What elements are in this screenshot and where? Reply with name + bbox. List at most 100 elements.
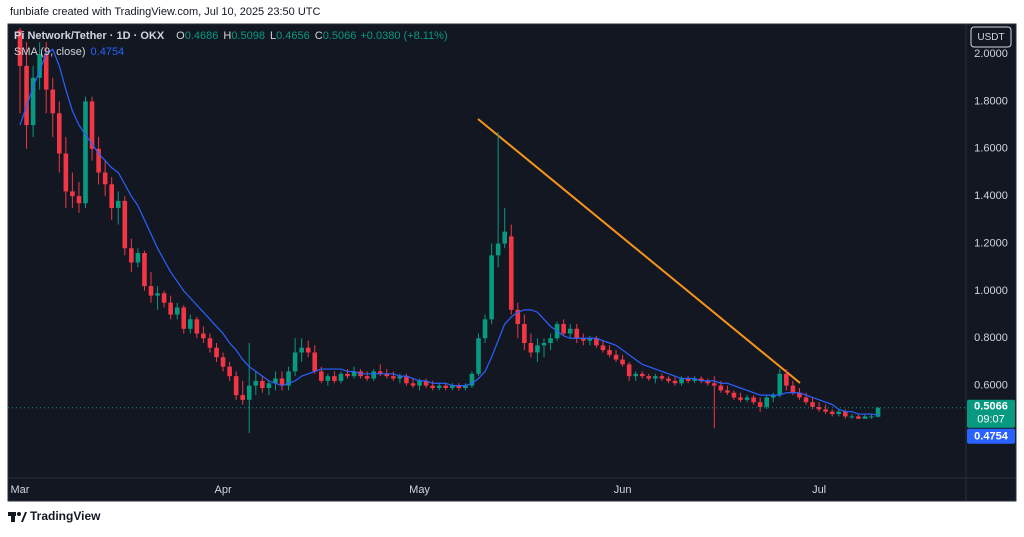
candle-body — [63, 153, 69, 192]
candle-body — [784, 373, 789, 386]
last-price-tag — [967, 399, 1015, 428]
currency[interactable]: USDT — [977, 32, 1004, 43]
candle-body — [672, 380, 678, 384]
candle-body — [456, 385, 462, 388]
ohlc-letter: O — [176, 30, 185, 42]
candle-body — [816, 406, 822, 410]
candle-body — [423, 380, 429, 386]
candle-body — [653, 376, 658, 379]
candle-body — [319, 371, 324, 381]
candle-body — [299, 347, 304, 353]
candle-body — [410, 383, 416, 386]
candle-body — [836, 411, 842, 415]
candle-body — [371, 371, 376, 379]
candle-body — [70, 191, 75, 197]
candle-body — [50, 89, 56, 114]
candle-body — [692, 378, 697, 381]
candle-body — [574, 328, 580, 339]
candle-body — [725, 390, 730, 393]
candle-body — [142, 253, 147, 287]
y-tick-label: 1.2000 — [974, 237, 1008, 249]
candle-body — [856, 416, 861, 419]
candle-body — [620, 359, 625, 365]
footer-brand: TradingView — [30, 509, 101, 523]
logo — [8, 512, 27, 522]
candle-body — [214, 347, 219, 358]
candle-body — [391, 376, 396, 379]
candle-body — [561, 324, 566, 334]
candle-body — [155, 293, 160, 296]
candle-body — [312, 352, 318, 372]
countdown: 09:07 — [977, 414, 1005, 426]
candle-body — [83, 101, 88, 204]
candle-body — [469, 373, 475, 386]
candle-body — [613, 354, 619, 360]
candle-body — [345, 373, 350, 377]
candle-body — [96, 148, 101, 173]
candle-body — [286, 371, 291, 386]
candle-body — [207, 338, 213, 348]
candle-body — [135, 253, 141, 263]
candle-body — [607, 350, 612, 355]
ohlc-value: 0.5066 — [323, 30, 357, 42]
candle-body — [522, 324, 527, 343]
candle-body — [712, 383, 717, 386]
candle-body — [797, 392, 802, 398]
candle-body — [862, 416, 868, 419]
candle-body — [463, 385, 468, 388]
candle-body — [292, 352, 298, 372]
candle-body — [122, 200, 128, 249]
ohlc-value: 0.4686 — [185, 30, 219, 42]
candle-body — [417, 380, 422, 386]
candle-body — [397, 376, 403, 379]
sma-name: SMA (9, close) — [14, 46, 86, 58]
candle-body — [266, 383, 272, 388]
candle-body — [37, 54, 42, 78]
candle-body — [148, 286, 154, 296]
candle-body — [377, 371, 383, 374]
candle-body — [823, 409, 828, 412]
candle-body — [803, 397, 809, 403]
sma-value: 0.4754 — [91, 46, 125, 58]
candle-body — [508, 236, 514, 310]
x-tick-label: May — [409, 484, 430, 496]
candle-body — [626, 364, 632, 377]
candle-body — [246, 385, 252, 400]
candle-body — [705, 380, 711, 384]
candle-body — [757, 402, 763, 407]
x-tick-label: Mar — [11, 484, 30, 496]
x-tick-label: Apr — [214, 484, 231, 496]
candle-body — [495, 243, 501, 256]
candle-body — [666, 378, 671, 381]
y-tick-label: 1.4000 — [974, 190, 1008, 202]
candle-body — [220, 357, 226, 367]
candle-body — [102, 172, 108, 185]
candle-body — [548, 338, 553, 343]
candle-body — [404, 376, 409, 384]
candle-body — [731, 392, 737, 398]
candle-body — [843, 411, 848, 417]
candle-body — [115, 200, 121, 208]
candle-body — [24, 65, 29, 126]
candle-body — [227, 366, 232, 377]
candle-body — [168, 302, 173, 315]
candle-body — [233, 376, 239, 396]
last-price-label: 0.5066 — [974, 401, 1008, 413]
x-tick-label: Jun — [614, 484, 632, 496]
y-tick-label: 0.6000 — [974, 380, 1008, 392]
candle-body — [594, 338, 599, 346]
candle-body — [30, 77, 36, 126]
candle-body — [679, 378, 684, 384]
candle-body — [489, 255, 494, 320]
candle-body — [698, 378, 704, 381]
y-tick-label: 1.6000 — [974, 143, 1008, 155]
candle-body — [502, 231, 507, 244]
candle-body — [869, 416, 874, 418]
logo-stem — [11, 512, 15, 522]
candle-body — [174, 307, 180, 315]
candle-body — [829, 411, 835, 415]
currency-button[interactable] — [970, 26, 1012, 48]
x-tick-label: Jul — [812, 484, 826, 496]
sma-price-label: 0.4754 — [974, 431, 1009, 443]
logo-dot — [17, 512, 21, 516]
